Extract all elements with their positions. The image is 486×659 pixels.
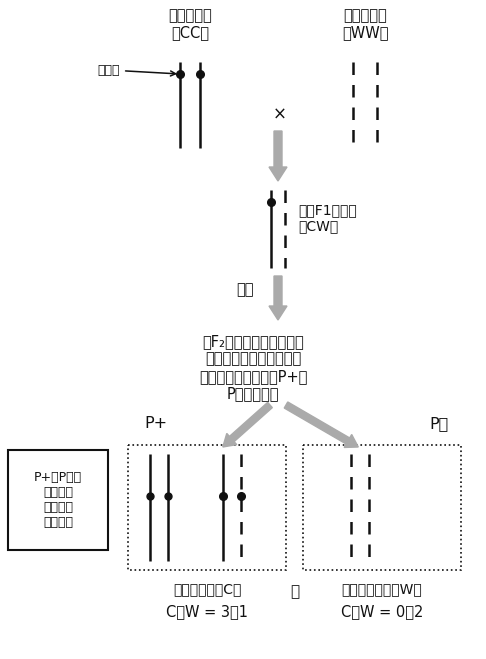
Bar <box>128 445 286 570</box>
Text: ：: ： <box>290 584 299 599</box>
FancyArrow shape <box>223 403 272 447</box>
FancyArrow shape <box>284 402 358 447</box>
Text: 自交: 自交 <box>237 283 254 297</box>
Text: C：W = 0：2: C：W = 0：2 <box>341 604 423 619</box>
Text: C：W = 3：1: C：W = 3：1 <box>166 604 248 619</box>
FancyArrow shape <box>269 131 287 181</box>
Bar <box>303 445 461 570</box>
Text: 转基因作物
（CC）: 转基因作物 （CC） <box>168 8 212 40</box>
Text: 野生种基因组（W）: 野生种基因组（W） <box>342 582 422 596</box>
Bar <box>8 450 108 550</box>
Text: 野生近缘种
（WW）: 野生近缘种 （WW） <box>342 8 388 40</box>
Text: ×: × <box>273 106 287 124</box>
Text: P+: P+ <box>144 416 168 431</box>
Text: P+和P－比
较群体的
遗传背景
存在差异: P+和P－比 较群体的 遗传背景 存在差异 <box>34 471 82 529</box>
Text: P－: P－ <box>429 416 449 431</box>
Text: 转基因: 转基因 <box>98 63 175 76</box>
FancyArrow shape <box>269 276 287 320</box>
Text: 杂种F1代群体
（CW）: 杂种F1代群体 （CW） <box>298 203 357 233</box>
Text: 从F₂分离群体中分别抽取
含转基因和不含转基因且
数量相同的个体组成P+和
P－比较群体: 从F₂分离群体中分别抽取 含转基因和不含转基因且 数量相同的个体组成P+和 P－… <box>199 334 307 401</box>
Text: 作物基因组（C）: 作物基因组（C） <box>173 582 241 596</box>
